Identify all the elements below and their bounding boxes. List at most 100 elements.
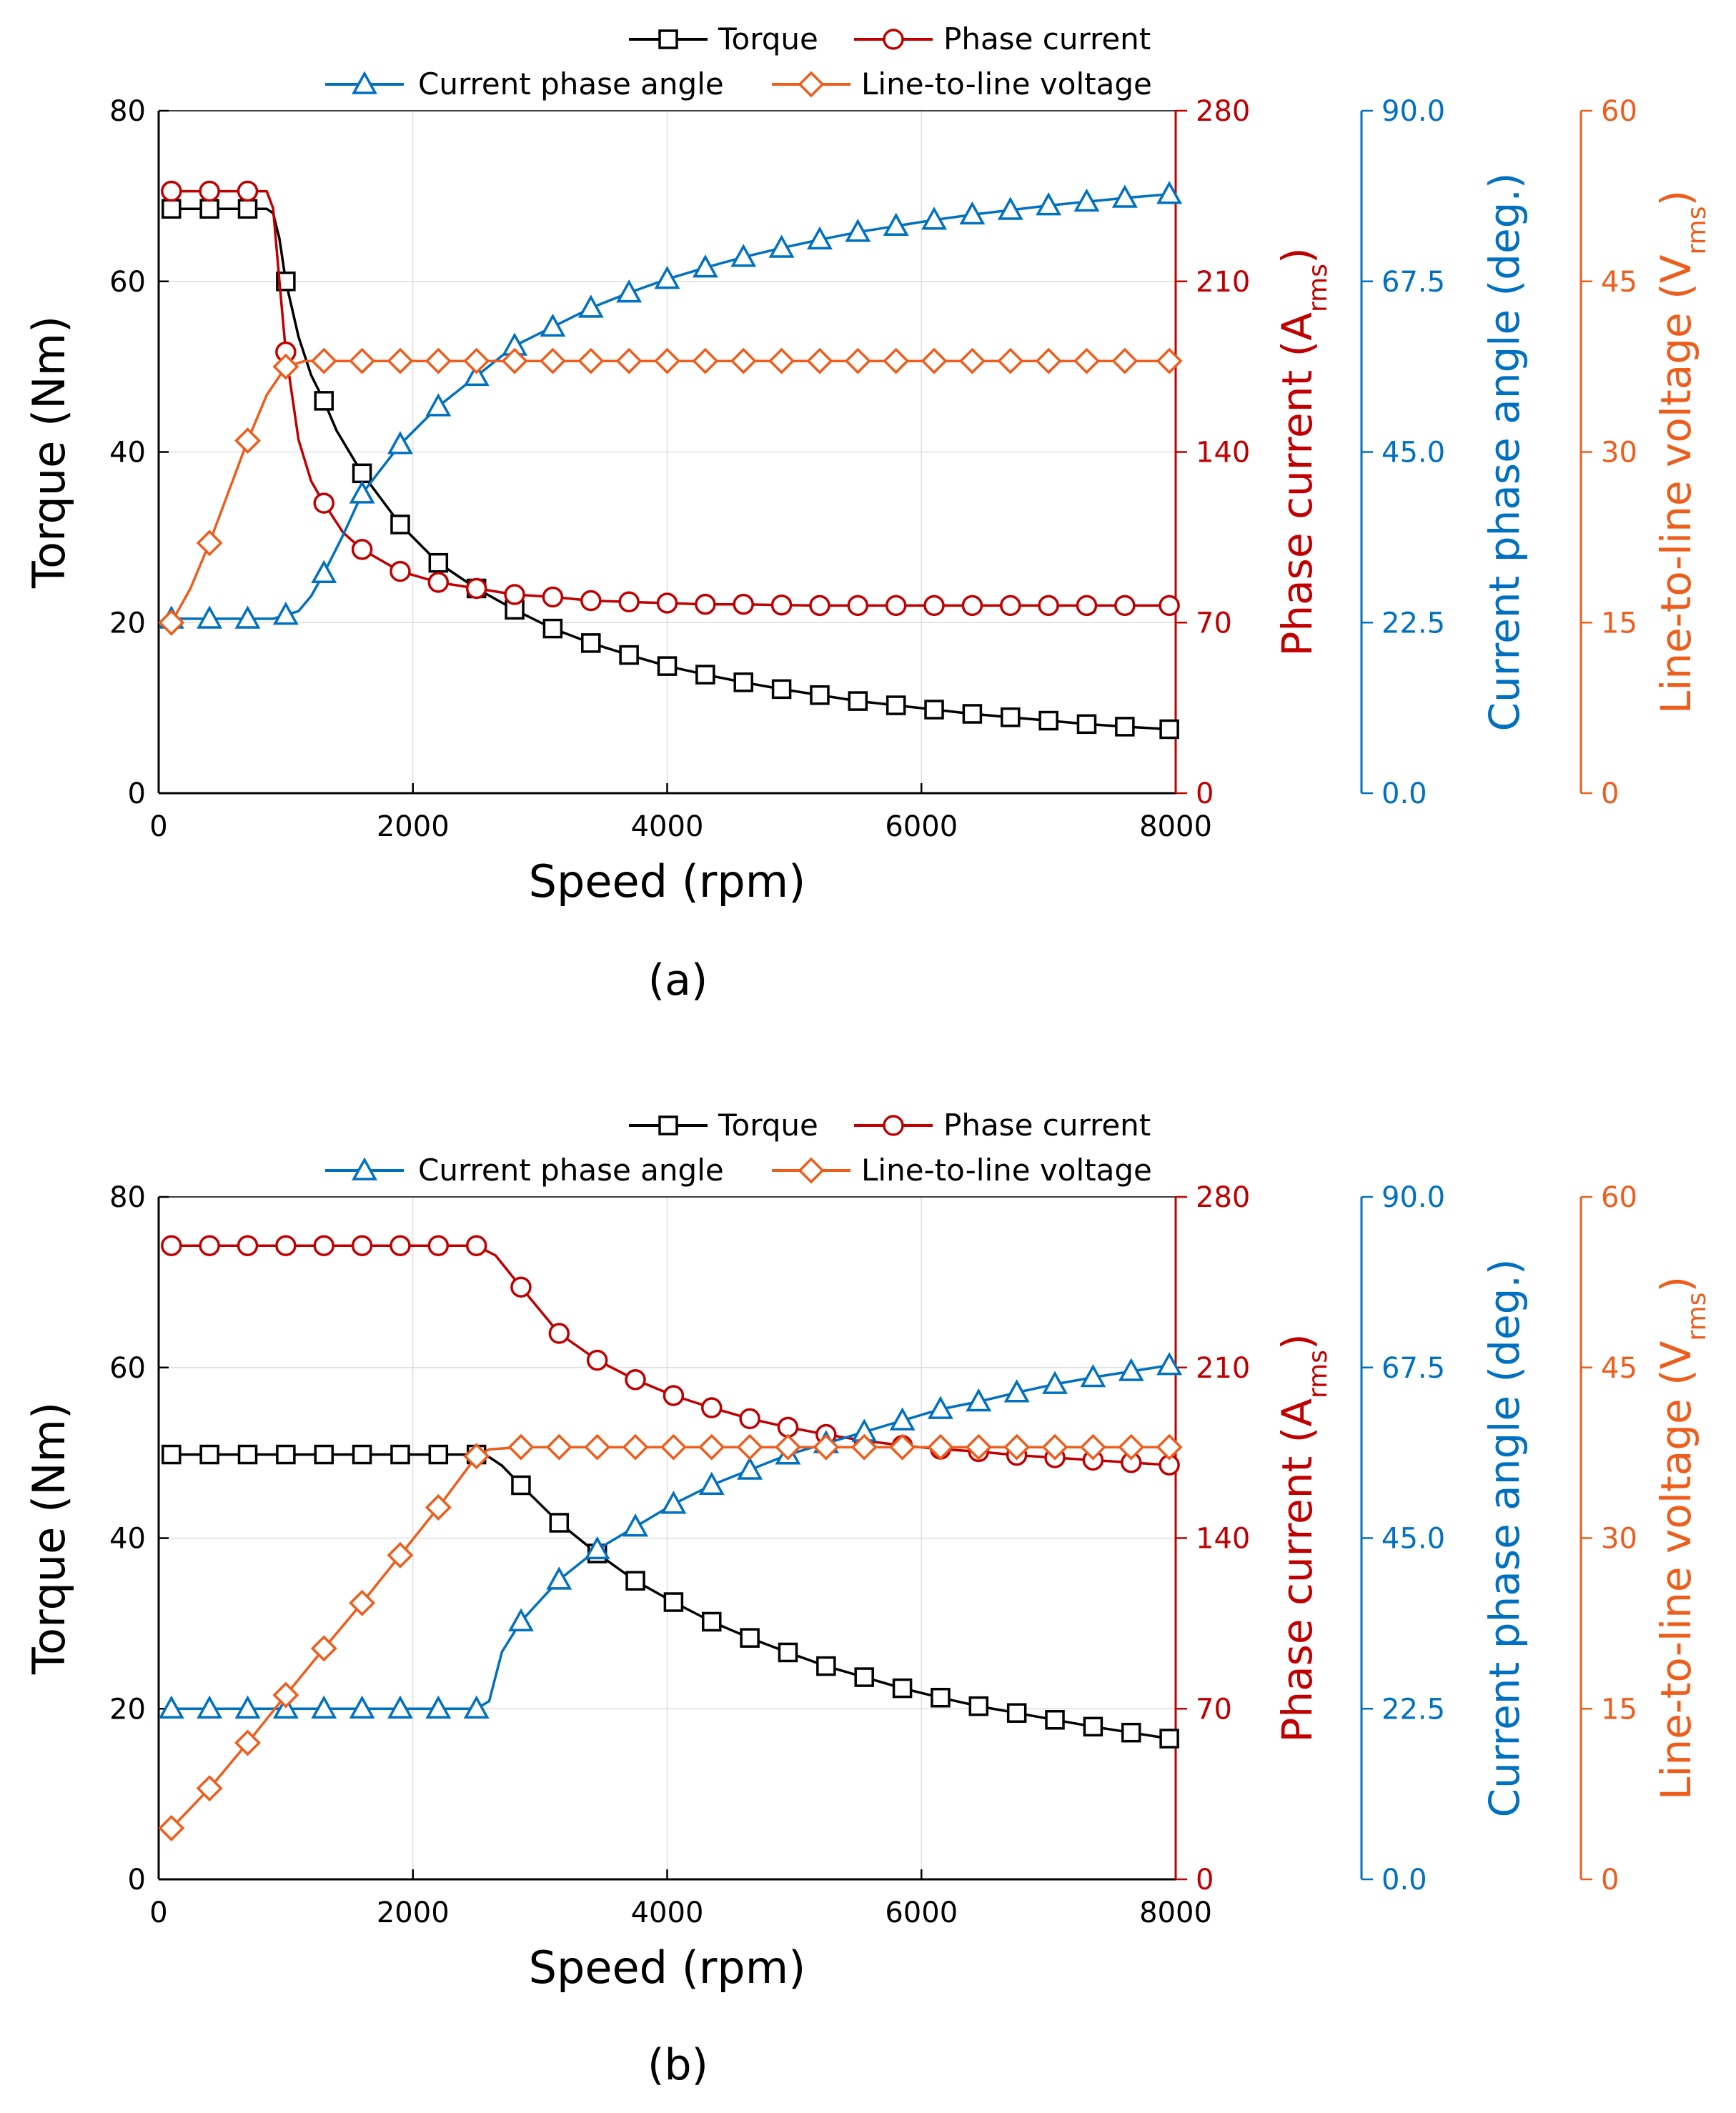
data-point-voltage	[730, 347, 757, 374]
data-point-voltage	[387, 347, 414, 374]
data-point-torque	[428, 552, 449, 573]
current-axis-label-end: )	[1273, 1333, 1321, 1350]
data-point-angle	[1003, 1379, 1030, 1403]
data-point-voltage	[196, 1775, 223, 1802]
data-point-angle	[845, 219, 871, 242]
data-point-angle	[387, 1695, 413, 1719]
data-point-torque	[854, 1667, 874, 1687]
series-torque	[162, 1444, 1179, 1749]
data-point-torque	[771, 679, 792, 700]
data-point-torque	[199, 199, 219, 219]
data-point-current	[695, 593, 716, 615]
data-point-voltage	[310, 1635, 337, 1662]
data-point-voltage	[234, 427, 261, 454]
data-point-current	[548, 1323, 570, 1344]
data-point-voltage	[883, 347, 910, 374]
data-point-current	[275, 1235, 297, 1256]
data-point-current	[580, 590, 602, 612]
voltage-tick-label: 60	[1601, 1181, 1637, 1214]
current-axis-label-sub: rms	[1304, 1350, 1333, 1398]
data-point-angle	[1073, 188, 1100, 212]
panel-caption: (b)	[648, 2040, 708, 2090]
data-point-torque	[199, 1444, 219, 1465]
data-point-torque	[1159, 719, 1179, 740]
data-point-voltage	[501, 347, 528, 374]
data-point-current	[161, 1235, 182, 1256]
data-point-voltage	[1035, 347, 1062, 374]
legend-marker-current	[883, 29, 904, 50]
voltage-axis-label-end: )	[1652, 1276, 1700, 1293]
data-point-angle	[463, 362, 490, 387]
current-tick-label: 280	[1196, 1181, 1250, 1214]
data-point-angle	[234, 1695, 261, 1719]
angle-axis-label: Current phase angle (deg.)	[1480, 1258, 1529, 1817]
data-point-angle	[927, 1396, 953, 1419]
data-point-torque	[314, 391, 334, 411]
data-point-angle	[425, 393, 452, 417]
voltage-axis-label-end: )	[1652, 190, 1700, 207]
data-point-voltage	[958, 347, 986, 374]
data-point-voltage	[158, 1814, 185, 1841]
data-point-torque	[162, 199, 182, 219]
current-axis-label-main: Phase current (A	[1273, 1398, 1321, 1743]
data-point-current	[701, 1397, 723, 1418]
data-point-torque	[237, 1444, 258, 1465]
torque-tick-label: 80	[109, 95, 146, 128]
voltage-axis-label-sub: rms	[1682, 207, 1712, 255]
data-point-voltage	[272, 353, 299, 380]
data-point-torque	[352, 1444, 372, 1465]
data-point-current	[770, 594, 793, 616]
data-point-current	[313, 1235, 334, 1256]
data-point-torque	[1115, 717, 1135, 737]
data-point-torque	[663, 1592, 684, 1612]
torque-tick-label: 20	[109, 607, 146, 640]
data-point-angle	[730, 244, 757, 267]
data-point-angle	[1156, 181, 1183, 204]
data-point-torque	[778, 1642, 798, 1663]
data-point-torque	[733, 672, 753, 692]
data-point-current	[847, 595, 869, 617]
torque-tick-label: 80	[109, 1181, 146, 1214]
legend-marker-voltage	[798, 71, 825, 98]
data-point-torque	[657, 656, 678, 676]
voltage-axis-label-main: Line-to-line voltage (V	[1652, 1341, 1700, 1800]
data-point-torque	[695, 665, 715, 685]
angle-tick-label: 0.0	[1382, 777, 1427, 810]
torque-tick-label: 20	[109, 1693, 146, 1726]
x-tick-label: 6000	[885, 810, 958, 843]
data-point-angle	[1111, 184, 1138, 208]
data-point-angle	[883, 212, 909, 237]
voltage-axis-label: Line-to-line voltage (Vrms)	[1652, 190, 1712, 714]
data-point-angle	[660, 1491, 687, 1514]
data-point-voltage	[507, 1433, 535, 1461]
data-point-voltage	[1073, 347, 1100, 374]
series-voltage	[158, 347, 1183, 636]
data-point-torque	[428, 1444, 449, 1465]
data-point-current	[739, 1408, 760, 1430]
data-point-voltage	[545, 1433, 572, 1461]
data-point-voltage	[349, 347, 376, 374]
data-point-current	[885, 595, 907, 617]
current-tick-label: 0	[1196, 777, 1214, 810]
series-angle	[158, 1351, 1183, 1719]
voltage-tick-label: 30	[1601, 1523, 1637, 1556]
data-point-voltage	[692, 347, 719, 374]
data-point-torque	[1083, 1716, 1103, 1737]
legend-marker-current	[883, 1115, 904, 1136]
data-point-voltage	[806, 347, 833, 374]
angle-axis-label: Current phase angle (deg.)	[1480, 172, 1529, 731]
data-point-current	[504, 584, 525, 605]
data-point-voltage	[768, 347, 795, 374]
legend: Torque Phase current Current phase angle Li…	[325, 21, 1152, 101]
data-point-angle	[577, 294, 604, 318]
data-point-current	[351, 539, 373, 560]
data-point-current	[1159, 595, 1180, 617]
data-point-voltage	[310, 347, 337, 374]
current-axis-label-main: Phase current (A	[1273, 312, 1321, 657]
data-point-angle	[425, 1695, 452, 1719]
legend-marker-angle	[352, 71, 377, 94]
angle-tick-label: 22.5	[1382, 1693, 1445, 1726]
current-tick-label: 140	[1196, 1523, 1250, 1556]
angle-axis: 0.0 22.5 45.0 67.5 90.0 Current phase angle (…	[1360, 95, 1529, 810]
data-point-torque	[848, 691, 868, 711]
